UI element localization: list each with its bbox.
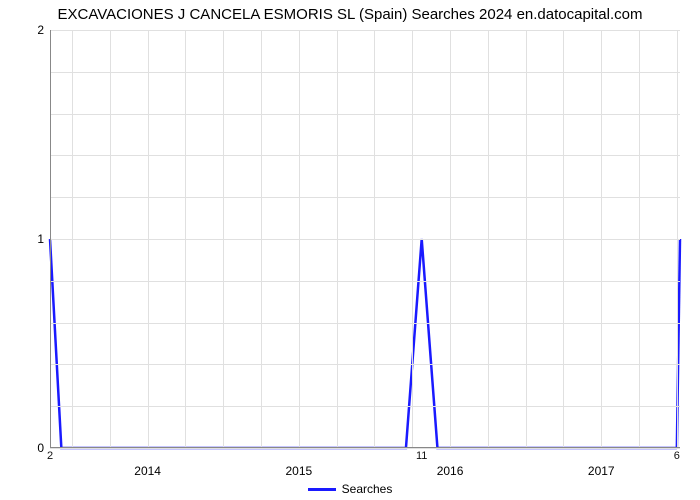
grid-line-h — [50, 239, 680, 240]
legend-label: Searches — [342, 482, 393, 496]
x-tick-label: 2016 — [437, 448, 464, 478]
legend-swatch — [308, 488, 336, 491]
grid-line-h — [50, 72, 680, 73]
grid-line-h — [50, 323, 680, 324]
grid-line-h — [50, 30, 680, 31]
y-tick-label: 1 — [37, 232, 50, 246]
grid-line-h — [50, 406, 680, 407]
y-tick-label: 2 — [37, 23, 50, 37]
plot-area: 01220142015201620172116 — [50, 30, 680, 448]
grid-line-h — [50, 281, 680, 282]
grid-line-h — [50, 197, 680, 198]
x-tick-label: 2014 — [134, 448, 161, 478]
x-tick-label: 2015 — [285, 448, 312, 478]
data-point-label: 6 — [674, 448, 680, 462]
data-point-label: 11 — [416, 448, 427, 462]
y-axis-line — [50, 30, 51, 448]
grid-line-h — [50, 114, 680, 115]
chart-title: EXCAVACIONES J CANCELA ESMORIS SL (Spain… — [0, 6, 700, 23]
data-point-label: 2 — [47, 448, 53, 462]
grid-line-h — [50, 364, 680, 365]
grid-line-h — [50, 155, 680, 156]
legend: Searches — [0, 482, 700, 496]
chart-container: EXCAVACIONES J CANCELA ESMORIS SL (Spain… — [0, 0, 700, 500]
x-tick-label: 2017 — [588, 448, 615, 478]
